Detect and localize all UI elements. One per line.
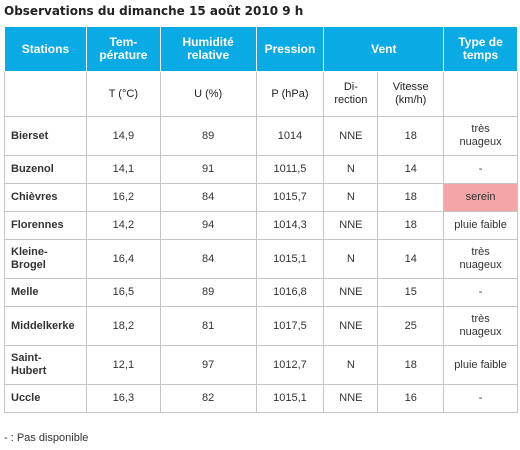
unit-temperature: T (°C) [85, 71, 161, 117]
table-row: Uccle 16,3 82 1015,1 NNE 16- [4, 384, 518, 413]
pressure-cell: 1016,8 [255, 278, 325, 307]
station-cell: Middelkerke [4, 306, 87, 346]
humidity-cell: 97 [159, 345, 257, 385]
humidity-cell: 91 [159, 155, 257, 184]
footnote: - : Pas disponible [4, 432, 89, 444]
humidity-cell: 82 [159, 384, 257, 413]
table-row: Saint- Hubert 12,1 97 1012,7 N 18 pluie faible [4, 345, 518, 385]
station-cell: Saint- Hubert [4, 345, 87, 385]
speed-cell: 16 [377, 384, 445, 413]
speed-cell: 18 [377, 183, 445, 212]
station-cell: Buzenol [4, 155, 87, 184]
speed-cell: 18 [377, 211, 445, 240]
temperature-cell: 16,2 [85, 183, 161, 212]
weather-cell: pluie faible [443, 211, 518, 240]
table-row: Melle 16,5 89 1016,8 NNE 15- [4, 278, 518, 307]
speed-cell: 14 [377, 155, 445, 184]
speed-cell: 18 [377, 116, 445, 156]
temperature-cell: 14,9 [85, 116, 161, 156]
table-body: Bierset 14,9 89 1014 NNE 18 très nuageux Buzeno… [4, 116, 518, 413]
unit-weather-empty [443, 71, 518, 117]
weather-cell: très nuageux [443, 239, 518, 279]
table-row: Middelkerke 18,2 81 1017,5 NNE 25 très nuageux [4, 306, 518, 346]
direction-cell: NNE [323, 278, 379, 307]
unit-humidity: U (%) [159, 71, 257, 117]
unit-speed-text: Vitesse (km/h) [392, 81, 429, 106]
direction-cell: NNE [323, 306, 379, 346]
unit-pressure: P (hPa) [255, 71, 325, 117]
humidity-cell: 81 [159, 306, 257, 346]
header-row: Stations Tem- pérature Humidité relative… [4, 26, 518, 72]
weather-cell: serein [443, 183, 518, 212]
unit-stations-empty [4, 71, 87, 117]
pressure-cell: 1012,7 [255, 345, 325, 385]
weather-cell: très nuageux [443, 306, 518, 346]
temperature-cell: 16,5 [85, 278, 161, 307]
station-cell: Florennes [4, 211, 87, 240]
temperature-cell: 12,1 [85, 345, 161, 385]
unit-direction-text: Di- rection [334, 81, 368, 106]
unit-direction: Di- rection [323, 71, 379, 117]
direction-cell: N [323, 239, 379, 279]
speed-cell: 14 [377, 239, 445, 279]
humidity-cell: 84 [159, 183, 257, 212]
direction-cell: NNE [323, 211, 379, 240]
header-weather-text: Type de temps [458, 35, 503, 62]
pressure-cell: 1015,7 [255, 183, 325, 212]
direction-cell: N [323, 183, 379, 212]
header-humidity-text: Humidité relative [182, 35, 234, 62]
observations-table: Stations Tem- pérature Humidité relative… [4, 26, 518, 413]
unit-speed: Vitesse (km/h) [377, 71, 445, 117]
page-title: Observations du dimanche 15 août 2010 9 … [4, 4, 304, 18]
humidity-cell: 89 [159, 116, 257, 156]
pressure-cell: 1015,1 [255, 384, 325, 413]
humidity-cell: 84 [159, 239, 257, 279]
pressure-cell: 1011,5 [255, 155, 325, 184]
weather-cell: très nuageux [443, 116, 518, 156]
speed-cell: 18 [377, 345, 445, 385]
temperature-cell: 14,1 [85, 155, 161, 184]
table-row: Florennes 14,2 94 1014,3 NNE 18 pluie faible [4, 211, 518, 240]
direction-cell: N [323, 155, 379, 184]
direction-cell: NNE [323, 116, 379, 156]
direction-cell: N [323, 345, 379, 385]
header-temperature: Tem- pérature [85, 26, 161, 72]
header-wind: Vent [323, 26, 445, 72]
header-stations: Stations [4, 26, 87, 72]
table-row: Kleine- Brogel 16,4 84 1015,1 N 14 très nuageu… [4, 239, 518, 279]
header-temperature-text: Tem- pérature [99, 35, 148, 62]
humidity-cell: 94 [159, 211, 257, 240]
pressure-cell: 1014 [255, 116, 325, 156]
unit-row: T (°C) U (%) P (hPa) Di- rection Vitesse… [4, 71, 518, 117]
pressure-cell: 1014,3 [255, 211, 325, 240]
station-cell: Bierset [4, 116, 87, 156]
direction-cell: NNE [323, 384, 379, 413]
weather-cell: - [443, 155, 518, 184]
header-weather: Type de temps [443, 26, 518, 72]
station-cell: Uccle [4, 384, 87, 413]
header-humidity: Humidité relative [159, 26, 257, 72]
temperature-cell: 16,3 [85, 384, 161, 413]
humidity-cell: 89 [159, 278, 257, 307]
pressure-cell: 1017,5 [255, 306, 325, 346]
temperature-cell: 18,2 [85, 306, 161, 346]
table-row: Chièvres 16,2 84 1015,7 N 18 serein [4, 183, 518, 212]
header-pressure: Pression [255, 26, 325, 72]
weather-cell: pluie faible [443, 345, 518, 385]
table-row: Bierset 14,9 89 1014 NNE 18 très nuageux [4, 116, 518, 156]
temperature-cell: 16,4 [85, 239, 161, 279]
weather-cell: - [443, 384, 518, 413]
station-cell: Chièvres [4, 183, 87, 212]
pressure-cell: 1015,1 [255, 239, 325, 279]
speed-cell: 25 [377, 306, 445, 346]
station-cell: Melle [4, 278, 87, 307]
temperature-cell: 14,2 [85, 211, 161, 240]
station-cell: Kleine- Brogel [4, 239, 87, 279]
table-row: Buzenol 14,1 91 1011,5 N 14- [4, 155, 518, 184]
weather-cell: - [443, 278, 518, 307]
speed-cell: 15 [377, 278, 445, 307]
